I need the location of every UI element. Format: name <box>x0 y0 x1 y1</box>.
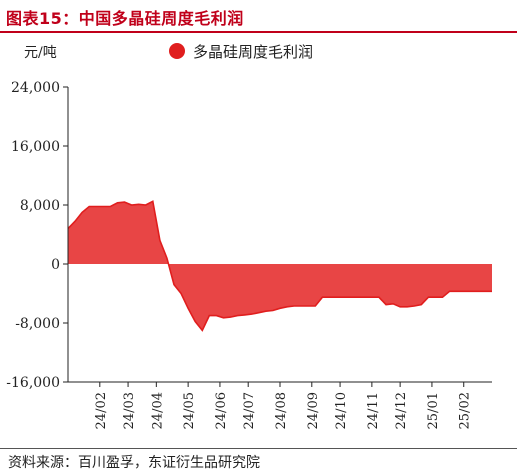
x-tick-label: 24/05 <box>182 392 197 429</box>
x-tick-label: 24/03 <box>122 392 137 429</box>
area-chart: 元/吨 多晶硅周度毛利润 24,000 16,000 8,000 0 -8,000 -16… <box>6 43 492 429</box>
x-tick-label: 24/10 <box>334 392 349 429</box>
x-tick-label: 24/08 <box>274 392 289 429</box>
x-tick-label: 24/02 <box>94 392 109 429</box>
x-tick-label: 24/12 <box>394 392 409 429</box>
x-tick-label: 25/02 <box>458 392 473 429</box>
source-note: 资料来源：百川盈孚，东证衍生品研究院 <box>8 455 260 471</box>
y-tick-label: 8,000 <box>20 198 60 214</box>
y-tick-label: 24,000 <box>11 80 60 96</box>
y-axis-label: 元/吨 <box>24 45 57 61</box>
x-tick-label: 24/06 <box>214 392 229 429</box>
x-tick-label: 24/11 <box>366 392 381 429</box>
series-line <box>67 200 492 332</box>
x-tick-label: 24/04 <box>150 392 165 429</box>
y-tick-label: 0 <box>51 257 60 273</box>
source-divider <box>0 448 517 449</box>
y-tick-label: -16,000 <box>6 375 60 391</box>
y-tick-label: -8,000 <box>15 316 60 332</box>
y-tick-label: 16,000 <box>11 139 60 155</box>
title-divider <box>0 31 517 33</box>
chart-legend: 多晶硅周度毛利润 <box>169 43 313 61</box>
legend-label: 多晶硅周度毛利润 <box>193 43 313 61</box>
x-tick-label: 24/07 <box>242 392 257 429</box>
legend-marker <box>169 43 185 59</box>
x-tick-label: 25/01 <box>426 392 441 429</box>
x-tick-label: 24/09 <box>306 392 321 429</box>
series-area <box>68 201 492 331</box>
figure-title: 图表15：中国多晶硅周度毛利润 <box>6 9 244 28</box>
plot-area: 24,000 16,000 8,000 0 -8,000 -16,000 24/02 24/0… <box>6 80 492 429</box>
